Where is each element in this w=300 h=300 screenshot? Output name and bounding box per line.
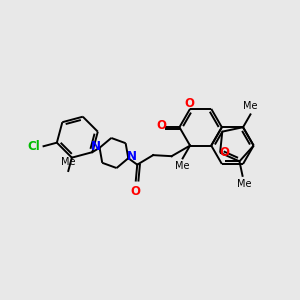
Text: O: O: [131, 185, 141, 198]
Text: O: O: [184, 98, 194, 110]
Text: O: O: [220, 146, 230, 159]
Text: Me: Me: [61, 158, 76, 167]
Text: Me: Me: [237, 179, 251, 189]
Text: N: N: [127, 150, 137, 163]
Text: Me: Me: [176, 161, 190, 171]
Text: N: N: [91, 140, 101, 153]
Text: O: O: [156, 119, 166, 132]
Text: Cl: Cl: [27, 140, 40, 153]
Text: Me: Me: [243, 101, 258, 111]
